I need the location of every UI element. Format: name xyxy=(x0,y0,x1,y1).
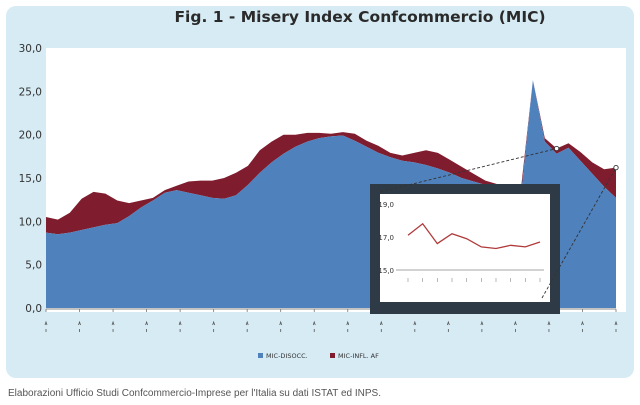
x-tick-glyph xyxy=(111,320,115,332)
x-tick-glyph xyxy=(78,320,81,332)
y-tick-label: 25,0 xyxy=(19,86,42,98)
x-tick-glyph xyxy=(614,320,618,332)
x-tick-glyph xyxy=(413,320,417,332)
x-tick-glyph xyxy=(514,320,517,332)
x-tick-glyph xyxy=(346,320,350,332)
legend-swatch xyxy=(330,353,335,358)
legend-label: MIC-INFL. AF xyxy=(338,352,379,360)
x-tick-glyph xyxy=(145,320,148,332)
x-tick-glyph xyxy=(480,320,484,332)
x-tick-glyph xyxy=(547,320,551,332)
x-tick-glyph xyxy=(178,320,182,332)
x-tick-glyph xyxy=(44,320,48,332)
inset-y-tick-label: 17,0 xyxy=(378,234,394,242)
x-tick-glyph xyxy=(312,320,316,332)
inset-y-tick-label: 19,0 xyxy=(378,201,394,209)
y-tick-label: 15,0 xyxy=(19,173,42,185)
x-tick-glyph xyxy=(581,320,584,332)
source-caption: Elaborazioni Ufficio Studi Confcommercio… xyxy=(8,388,381,399)
x-tick-glyph xyxy=(446,320,450,332)
area-mic-infl xyxy=(46,80,616,235)
y-tick-label: 10,0 xyxy=(19,216,42,228)
legend-label: MIC-DISOCC. xyxy=(266,352,308,360)
legend-swatch xyxy=(258,353,263,358)
y-tick-label: 20,0 xyxy=(19,130,42,142)
inset-y-tick-label: 15,0 xyxy=(378,267,394,275)
y-tick-label: 30,0 xyxy=(19,43,42,55)
zoom-connector-top xyxy=(379,148,557,193)
y-tick-label: 0,0 xyxy=(25,303,42,315)
zoom-marker-end xyxy=(613,164,619,171)
y-tick-label: 5,0 xyxy=(25,260,42,272)
chart-svg: 30,025,020,015,010,05,00,0 19,017,015,0 … xyxy=(19,43,626,360)
x-tick-glyph xyxy=(245,320,249,332)
x-tick-glyph xyxy=(212,320,216,332)
zoom-marker-start xyxy=(553,145,560,152)
chart-title: Fig. 1 - Misery Index Confcommercio (MIC… xyxy=(174,8,546,26)
inset-line xyxy=(407,222,541,250)
x-tick-glyph xyxy=(379,320,383,332)
x-tick-glyph xyxy=(279,320,283,332)
inset-plot xyxy=(380,194,550,302)
